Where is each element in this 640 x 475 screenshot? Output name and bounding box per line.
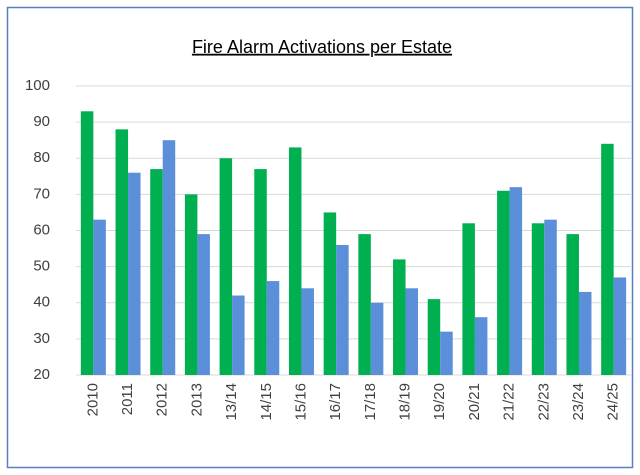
x-tick-label: 2011 <box>119 383 136 415</box>
bar <box>497 190 510 375</box>
x-tick-label: 23/24 <box>570 383 587 421</box>
x-tick-label: 24/25 <box>605 383 622 421</box>
bar <box>184 194 198 375</box>
x-tick-label: 20/21 <box>466 383 483 421</box>
bar <box>566 234 579 375</box>
chart-border <box>6 6 634 469</box>
y-tick-label: 80 <box>33 149 50 166</box>
bar <box>336 244 349 375</box>
y-tick-label: 60 <box>33 221 50 238</box>
bar <box>440 331 453 375</box>
bar <box>427 299 441 375</box>
x-tick-label: 2013 <box>188 383 205 416</box>
bar <box>393 259 406 375</box>
x-tick-label: 21/22 <box>501 383 518 421</box>
bar <box>531 223 545 375</box>
bar <box>509 187 523 375</box>
bar <box>613 277 627 375</box>
bar <box>128 172 141 375</box>
bar <box>162 140 176 375</box>
chart-title: Fire Alarm Activations per Estate <box>192 37 452 57</box>
x-tick-label: 17/18 <box>362 383 379 421</box>
y-tick-label: 70 <box>33 185 50 202</box>
y-tick-label: 50 <box>33 258 50 275</box>
bar <box>254 169 267 375</box>
bar <box>544 219 557 375</box>
bar <box>405 288 419 375</box>
bar <box>601 143 614 375</box>
bar <box>578 291 592 375</box>
x-tick-label: 22/23 <box>535 383 552 421</box>
y-tick-label: 90 <box>33 113 50 130</box>
x-tick-label: 16/17 <box>327 383 344 421</box>
y-tick-label: 40 <box>33 294 50 311</box>
bar <box>150 169 163 375</box>
x-tick-label: 19/20 <box>431 383 448 421</box>
bar <box>219 158 233 375</box>
x-tick-label: 13/14 <box>223 383 240 421</box>
y-tick-label: 20 <box>33 366 50 383</box>
x-tick-label: 2012 <box>154 383 171 416</box>
bar <box>115 129 129 375</box>
bar <box>301 288 314 375</box>
x-tick-label: 2010 <box>84 383 101 416</box>
bar <box>80 111 94 375</box>
bar <box>323 212 337 375</box>
bar <box>358 234 371 375</box>
bar <box>93 219 106 375</box>
bar <box>462 223 475 375</box>
bar <box>288 147 302 375</box>
bar <box>266 281 280 375</box>
bar <box>232 295 245 375</box>
y-tick-label: 100 <box>25 77 50 94</box>
y-tick-label: 30 <box>33 330 50 347</box>
x-tick-label: 18/19 <box>397 383 414 421</box>
bar <box>197 234 210 375</box>
x-tick-label: 15/16 <box>292 383 309 421</box>
bar <box>474 317 488 375</box>
bar <box>370 302 384 375</box>
x-tick-label: 14/15 <box>258 383 275 421</box>
